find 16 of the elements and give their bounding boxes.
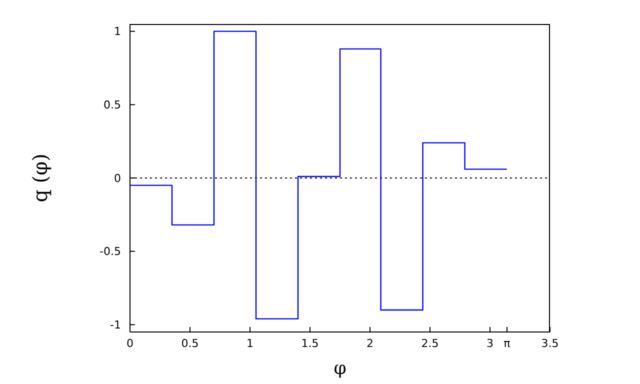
y-tick-label: -1: [110, 318, 121, 332]
x-axis-title: φ: [334, 358, 346, 379]
x-tick-label: 0: [126, 336, 134, 350]
x-tick-label: 2.5: [421, 336, 439, 350]
y-tick-label: 0.5: [104, 98, 121, 112]
x-tick-label: 0.5: [181, 336, 199, 350]
x-tick-label: 3: [486, 336, 494, 350]
x-tick-label: 3.5: [541, 336, 559, 350]
y-axis-title: q (φ): [28, 154, 52, 202]
x-tick-label: 1: [246, 336, 254, 350]
y-tick-label: 0: [114, 172, 121, 185]
x-tick-label: 2: [366, 336, 374, 350]
x-tick-label: 1.5: [301, 336, 319, 350]
y-tick-label: -0.5: [100, 245, 121, 258]
y-tick-label: 1: [114, 25, 121, 38]
x-tick-label: π: [504, 336, 511, 350]
